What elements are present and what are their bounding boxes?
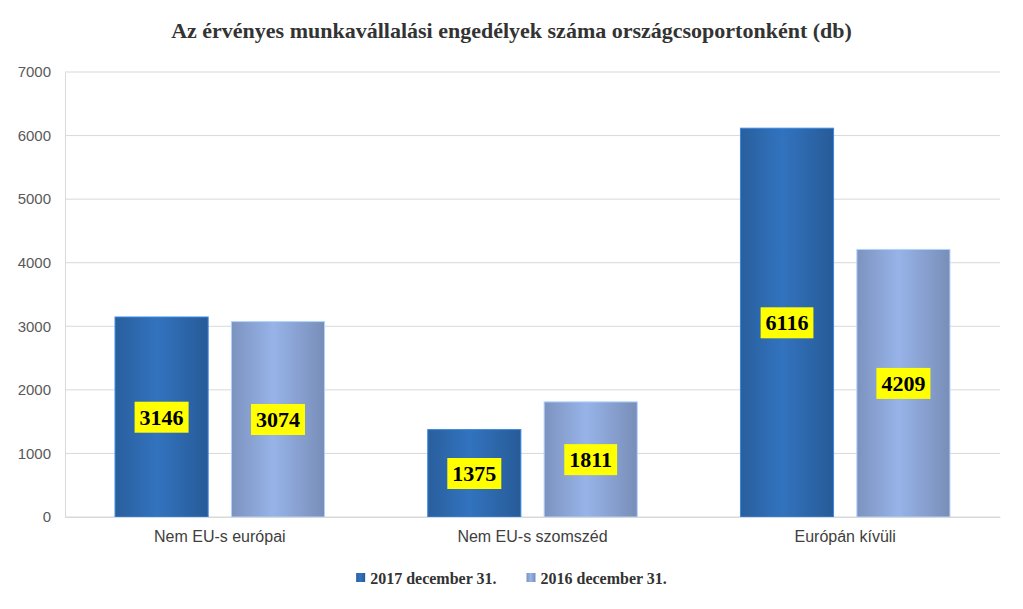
grid-line [65, 199, 1000, 200]
bar [857, 249, 950, 517]
x-axis-line [66, 517, 1001, 518]
data-label-text: 3074 [256, 407, 300, 432]
plot-area: 0 1000 2000 3000 4000 5000 6000 7000 Nem EU-s eu… [18, 63, 1001, 545]
bar [115, 317, 208, 517]
bars [115, 128, 950, 517]
y-tick-label: 0 [43, 508, 51, 525]
y-tick-label: 2000 [18, 381, 51, 398]
x-tick: Nem EU-s európai [154, 517, 286, 545]
x-tick: Európán kívüli [795, 517, 896, 545]
y-tick-label: 5000 [18, 190, 51, 207]
data-label-box [564, 444, 617, 475]
y-tick: 1000 [18, 445, 65, 462]
legend: 2017 december 31. 2016 december 31. [356, 570, 667, 587]
y-tick-label: 7000 [18, 63, 51, 80]
y-tick: 6000 [18, 127, 65, 144]
legend-swatch [527, 573, 536, 582]
y-axis-line [65, 73, 66, 518]
x-tick-label: Nem EU-s európai [154, 528, 286, 545]
bar [231, 322, 324, 517]
x-tick: Nem EU-s szomszéd [457, 517, 607, 545]
legend-item: 2016 december 31. [527, 570, 667, 587]
data-label-box [251, 404, 305, 435]
data-label-text: 3146 [140, 405, 184, 430]
data-label-box [876, 368, 930, 399]
grid [65, 72, 1000, 517]
data-label: 4209 [876, 368, 930, 399]
legend-swatch [356, 573, 365, 582]
legend-label: 2016 december 31. [541, 570, 667, 587]
y-tick-label: 3000 [18, 318, 51, 335]
y-tick: 7000 [18, 63, 65, 80]
data-label-text: 6116 [766, 310, 809, 335]
chart-title: Az érvényes munkavállalási engedélyek sz… [171, 18, 852, 43]
data-label-box [447, 458, 501, 489]
grid-line [65, 135, 1000, 136]
y-tick: 3000 [18, 318, 65, 335]
legend-label: 2017 december 31. [370, 570, 496, 587]
x-tick-label: Európán kívüli [795, 528, 896, 545]
y-tick-label: 4000 [18, 254, 51, 271]
bar [740, 128, 833, 517]
data-label-box [135, 402, 189, 433]
data-label: 3074 [251, 404, 305, 435]
data-label-text: 1811 [569, 447, 612, 472]
chart: Az érvényes munkavállalási engedélyek sz… [0, 0, 1023, 609]
data-label: 1375 [447, 458, 501, 489]
y-tick: 2000 [18, 381, 65, 398]
x-axis: Nem EU-s európai Nem EU-s szomszéd Európán… [66, 517, 1001, 545]
y-tick-label: 1000 [18, 445, 51, 462]
bar [428, 430, 521, 517]
data-label-text: 1375 [452, 461, 496, 486]
data-label-text: 4209 [881, 371, 925, 396]
y-tick-label: 6000 [18, 127, 51, 144]
data-label: 1811 [564, 444, 617, 475]
data-label-box [761, 307, 814, 338]
data-label: 3146 [135, 402, 189, 433]
y-tick: 4000 [18, 254, 65, 271]
data-labels: 3146 1375 6116 3074 1811 4209 [135, 307, 931, 489]
y-tick: 5000 [18, 190, 65, 207]
y-axis: 0 1000 2000 3000 4000 5000 6000 7000 [18, 63, 66, 525]
y-tick: 0 [43, 508, 65, 525]
legend-item: 2017 december 31. [356, 570, 496, 587]
grid-line [65, 72, 1000, 73]
bar [544, 402, 637, 517]
data-label: 6116 [761, 307, 814, 338]
x-tick-label: Nem EU-s szomszéd [457, 528, 607, 545]
